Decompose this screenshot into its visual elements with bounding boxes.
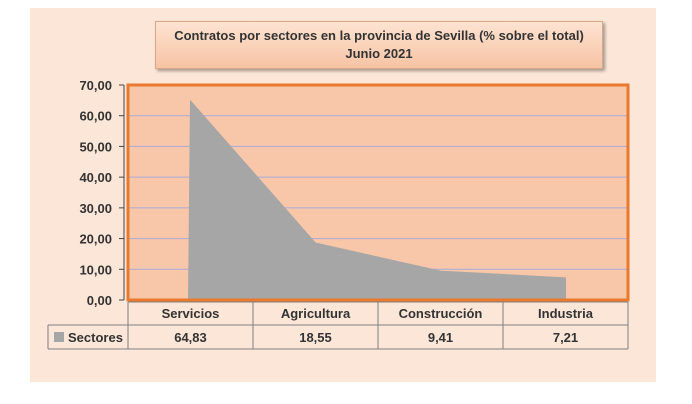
data-table-value: 7,21 bbox=[553, 330, 578, 345]
data-table-value: 64,83 bbox=[174, 330, 207, 345]
y-tick-label: 50,00 bbox=[79, 139, 112, 154]
x-category-label: Construcción bbox=[399, 306, 483, 321]
plot-border bbox=[126, 83, 630, 302]
chart-title: Contratos por sectores en la provincia d… bbox=[174, 28, 584, 43]
y-tick-label: 40,00 bbox=[79, 170, 112, 185]
y-tick-label: 70,00 bbox=[79, 78, 112, 93]
y-tick-label: 10,00 bbox=[79, 262, 112, 277]
chart-subtitle: Junio 2021 bbox=[345, 46, 413, 61]
x-category-label: Industria bbox=[538, 306, 594, 321]
y-tick-label: 60,00 bbox=[79, 109, 112, 124]
y-tick-label: 20,00 bbox=[79, 232, 112, 247]
x-category-label: Servicios bbox=[162, 306, 220, 321]
legend-swatch bbox=[54, 332, 64, 342]
chart-title-box: Contratos por sectores en la provincia d… bbox=[155, 21, 603, 69]
y-tick-label: 0,00 bbox=[87, 293, 112, 308]
y-tick-label: 30,00 bbox=[79, 201, 112, 216]
data-table-value: 18,55 bbox=[299, 330, 332, 345]
x-category-label: Agricultura bbox=[281, 306, 351, 321]
legend-series-label: Sectores bbox=[68, 330, 123, 345]
data-table-value: 9,41 bbox=[428, 330, 453, 345]
